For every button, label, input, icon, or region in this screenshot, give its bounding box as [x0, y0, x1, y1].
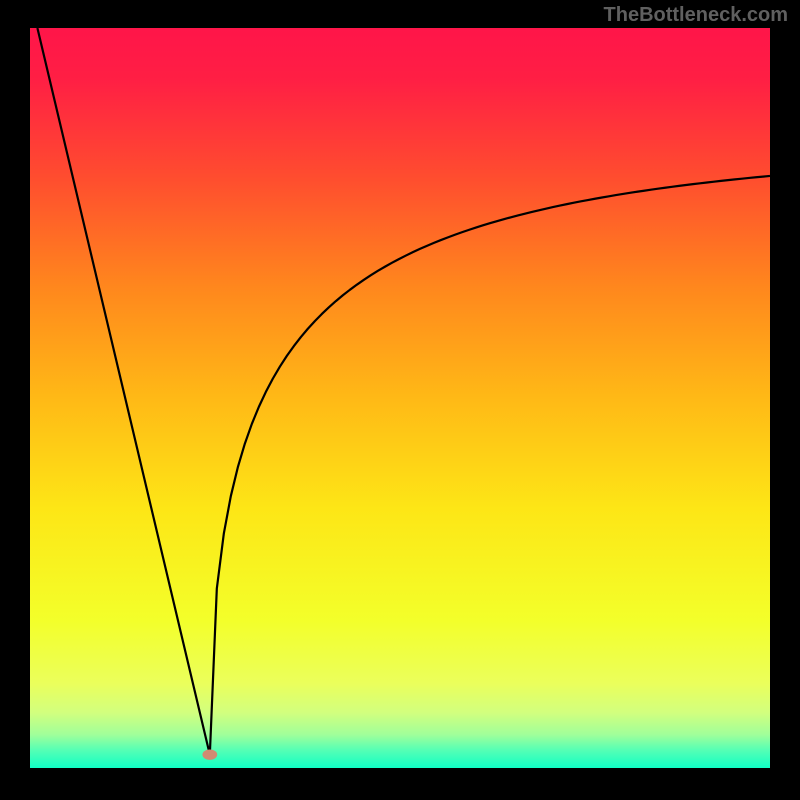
vertex-marker [202, 750, 217, 760]
chart-frame: TheBottleneck.com [0, 0, 800, 800]
bottleneck-chart [30, 28, 770, 768]
attribution-text: TheBottleneck.com [604, 4, 788, 27]
gradient-background [30, 28, 770, 768]
